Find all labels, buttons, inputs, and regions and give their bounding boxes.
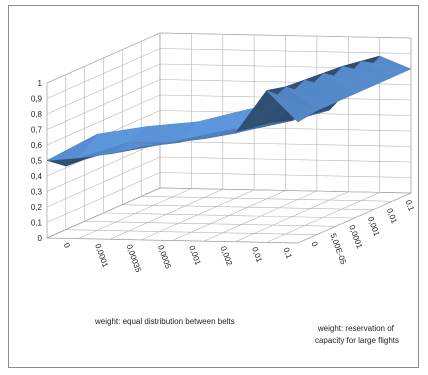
z-tick-label: 0,3: [31, 188, 43, 197]
x-tick-label: 0,002: [219, 245, 234, 267]
z-tick-label: 1: [38, 79, 43, 88]
y-gridline: [140, 41, 393, 202]
y-gridline: [122, 49, 374, 210]
x-tick-label: 0: [62, 242, 72, 250]
z-tick-label: 0,8: [31, 110, 43, 119]
y-gridline: [84, 66, 336, 227]
y-axis-title: weight: reservation of capacity for larg…: [315, 324, 399, 345]
y-tick-label: 0,01: [385, 207, 399, 225]
z-tick-label: 0,4: [31, 172, 43, 181]
z-tick-label: 0: [38, 234, 43, 243]
surface-facet: [235, 86, 286, 134]
z-tick-label: 0,2: [31, 203, 43, 212]
y-gridline: [159, 33, 412, 194]
y-tick-label: 0: [309, 240, 319, 248]
y-gridline: [103, 58, 355, 219]
surface-facet: [78, 142, 129, 159]
surface-facet: [46, 133, 98, 161]
x-tick-label: 0,001: [187, 244, 202, 266]
y-gridline: [65, 74, 317, 235]
z-tick-label: 0,1: [31, 219, 43, 228]
z-tick-label: 0,5: [31, 157, 43, 166]
x-axis-ticks: 0 0,0001 0,00035 0,0005 0,001 0,002 0,01 0,1: [62, 242, 294, 274]
y-tick-label: 0,001: [366, 215, 381, 237]
z-tick-label: 0,9: [31, 95, 43, 104]
y-tick-label: 0,1: [404, 199, 416, 213]
y-tick-label: 0,0001: [347, 224, 364, 251]
surface-plot: [46, 55, 412, 167]
x-tick-label: 0,1: [281, 246, 293, 260]
surface-facet: [140, 138, 192, 148]
chart-gridlines: [46, 32, 412, 244]
z-tick-label: 0,7: [31, 126, 43, 135]
surface-facet: [266, 90, 318, 123]
x-axis-title: weight: equal distribution between belts: [94, 317, 235, 326]
x-tick-label: 0,01: [250, 246, 264, 264]
z-axis-ticks: 0 0,1 0,2 0,3 0,4 0,5 0,6 0,7 0,8 0,9 1: [31, 79, 43, 243]
x-tick-label: 0,0001: [93, 242, 110, 269]
surface-facet: [203, 127, 255, 140]
z-tick-label: 0,6: [31, 141, 43, 150]
x-tick-label: 0,00035: [125, 243, 144, 274]
x-tick-label: 0,0005: [156, 244, 173, 271]
y-tick-label: 5,00E-05: [328, 232, 348, 266]
